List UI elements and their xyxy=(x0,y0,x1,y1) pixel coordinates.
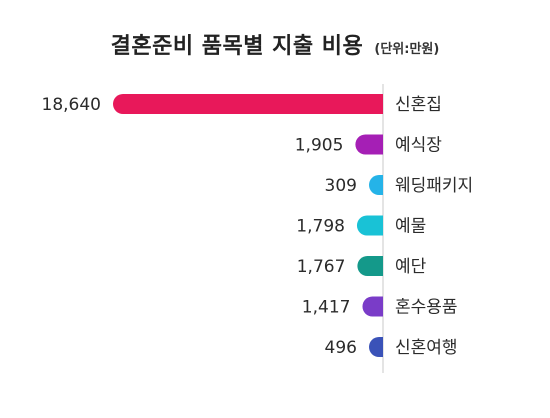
value-label-웨딩패키지: 309 xyxy=(325,176,357,196)
title-row: 결혼준비 품목별 지출 비용 (단위:만원) xyxy=(0,28,550,60)
bar-예식장 xyxy=(355,134,383,155)
value-label-신혼집: 18,640 xyxy=(42,95,101,115)
category-label-혼수용품: 혼수용품 xyxy=(395,298,458,318)
value-label-신혼여행: 496 xyxy=(325,338,357,358)
bar-웨딩패키지 xyxy=(369,175,383,195)
bar-예단 xyxy=(357,256,383,276)
chart-title: 결혼준비 품목별 지출 비용 xyxy=(110,34,364,59)
category-label-예물: 예물 xyxy=(395,217,426,237)
bar-신혼여행 xyxy=(369,337,383,357)
value-label-예식장: 1,905 xyxy=(295,136,344,156)
unit-label: (단위:만원) xyxy=(374,42,440,57)
bar-신혼집 xyxy=(113,94,383,114)
category-label-예식장: 예식장 xyxy=(395,136,442,156)
category-label-웨딩패키지: 웨딩패키지 xyxy=(395,176,473,196)
bar-예물 xyxy=(356,215,383,236)
category-label-신혼여행: 신혼여행 xyxy=(395,338,458,358)
value-label-예물: 1,798 xyxy=(296,217,345,237)
category-label-예단: 예단 xyxy=(395,257,427,277)
value-label-혼수용품: 1,417 xyxy=(302,298,351,318)
bar-혼수용품 xyxy=(362,296,383,317)
category-label-신혼집: 신혼집 xyxy=(395,95,442,115)
value-label-예단: 1,767 xyxy=(297,257,346,277)
